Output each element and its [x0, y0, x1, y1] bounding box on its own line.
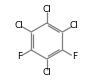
- Text: Cl: Cl: [15, 21, 24, 30]
- Text: Cl: Cl: [42, 68, 51, 77]
- Text: F: F: [72, 52, 77, 61]
- Text: F: F: [17, 52, 22, 61]
- Text: Cl: Cl: [70, 21, 79, 30]
- Text: Cl: Cl: [42, 5, 51, 14]
